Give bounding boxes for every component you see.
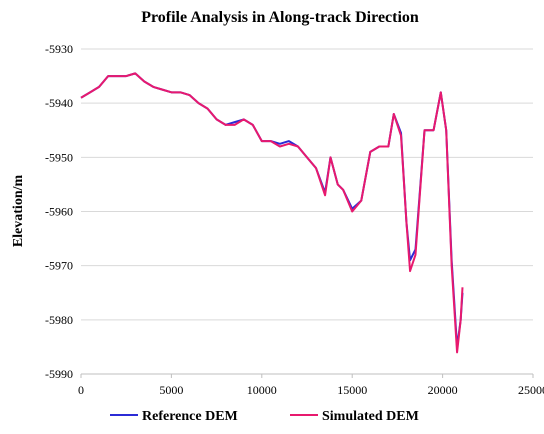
series-line bbox=[80, 72, 464, 354]
y-tick-label: -5970 bbox=[45, 259, 73, 273]
legend-text: Simulated DEM bbox=[322, 409, 419, 424]
y-tick-label: -5930 bbox=[45, 42, 73, 56]
x-tick-label: 20000 bbox=[428, 383, 458, 397]
x-tick-label: 25000 bbox=[518, 383, 544, 397]
y-axis-label: Elevation/m bbox=[11, 175, 26, 248]
x-tick-label: 5000 bbox=[159, 383, 183, 397]
y-tick-label: -5960 bbox=[45, 205, 73, 219]
x-tick-label: 10000 bbox=[247, 383, 277, 397]
x-tick-label: 0 bbox=[78, 383, 84, 397]
chart-title: Profile Analysis in Along-track Directio… bbox=[141, 9, 419, 26]
y-tick-label: -5950 bbox=[45, 150, 73, 164]
legend-text: Reference DEM bbox=[142, 409, 238, 424]
y-tick-label: -5980 bbox=[45, 313, 73, 327]
y-tick-label: -5940 bbox=[45, 96, 73, 110]
y-tick-label: -5990 bbox=[45, 367, 73, 381]
x-tick-label: 15000 bbox=[337, 383, 367, 397]
